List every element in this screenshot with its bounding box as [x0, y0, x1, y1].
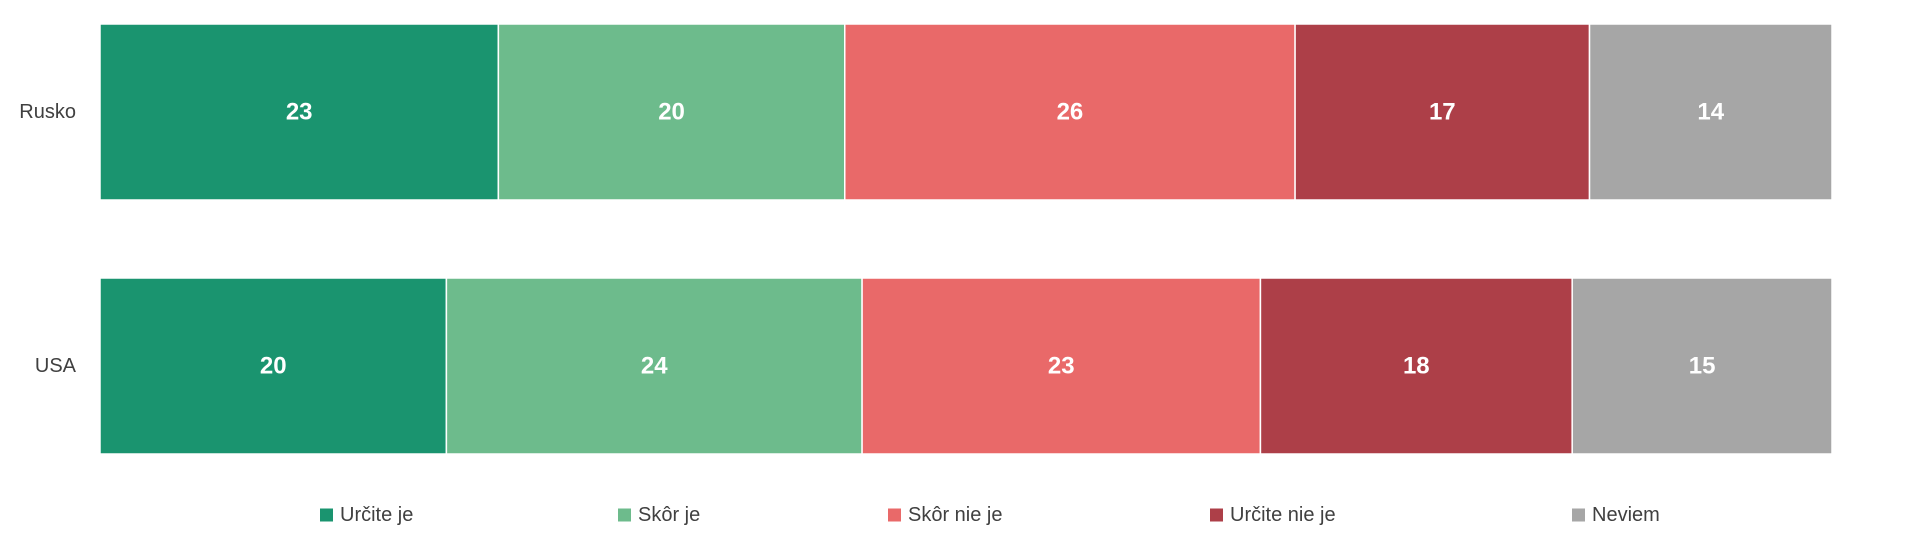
- data-label-usa-urcite-je: 20: [260, 353, 287, 380]
- data-label-usa-neviem: 15: [1689, 353, 1716, 380]
- bar-rusko-neviem: [1588, 23, 1833, 201]
- legend-item-skor-nie-je: Skôr nie je: [888, 504, 1003, 526]
- legend-swatch-urcite-je: [320, 508, 333, 522]
- category-label-usa: USA: [35, 355, 77, 377]
- category-label-rusko: Rusko: [19, 101, 76, 123]
- legend-label-skor-nie-je: Skôr nie je: [908, 504, 1003, 526]
- bar-rusko-skor-je: [497, 23, 846, 201]
- legend-swatch-neviem: [1572, 508, 1585, 522]
- legend-swatch-urcite-nie-je: [1210, 508, 1223, 522]
- bar-usa-urcite-nie-je: [1259, 277, 1573, 455]
- bar-rusko-skor-nie-je: [844, 23, 1296, 201]
- data-label-rusko-skor-je: 20: [658, 99, 685, 126]
- bars: [99, 23, 1833, 455]
- legend: Určite je Skôr je Skôr nie je Určite nie je…: [320, 504, 1660, 526]
- bar-usa-skor-je: [445, 277, 863, 455]
- data-label-usa-skor-je: 24: [641, 353, 668, 380]
- bar-rusko-urcite-nie-je: [1294, 23, 1591, 201]
- legend-swatch-skor-nie-je: [888, 508, 901, 522]
- data-label-usa-urcite-nie-je: 18: [1403, 353, 1430, 380]
- bar-usa-urcite-je: [99, 277, 448, 455]
- category-labels: Rusko USA: [19, 101, 76, 377]
- value-labels: 23 20 26 17 14 20 24 23 18 15: [260, 99, 1725, 380]
- legend-item-skor-je: Skôr je: [618, 504, 700, 526]
- data-label-rusko-urcite-nie-je: 17: [1429, 99, 1456, 126]
- legend-item-urcite-je: Určite je: [320, 504, 413, 526]
- data-label-rusko-neviem: 14: [1697, 99, 1724, 126]
- data-label-rusko-skor-nie-je: 26: [1057, 99, 1084, 126]
- data-label-rusko-urcite-je: 23: [286, 99, 313, 126]
- data-label-usa-skor-nie-je: 23: [1048, 353, 1075, 380]
- legend-label-urcite-je: Určite je: [340, 504, 413, 526]
- bar-rusko-urcite-je: [99, 23, 500, 201]
- legend-label-urcite-nie-je: Určite nie je: [1230, 504, 1336, 526]
- legend-label-neviem: Neviem: [1592, 504, 1660, 526]
- legend-item-neviem: Neviem: [1572, 504, 1660, 526]
- bar-usa-neviem: [1571, 277, 1833, 455]
- legend-label-skor-je: Skôr je: [638, 504, 700, 526]
- legend-item-urcite-nie-je: Určite nie je: [1210, 504, 1336, 526]
- legend-swatch-skor-je: [618, 508, 631, 522]
- bar-usa-skor-nie-je: [861, 277, 1262, 455]
